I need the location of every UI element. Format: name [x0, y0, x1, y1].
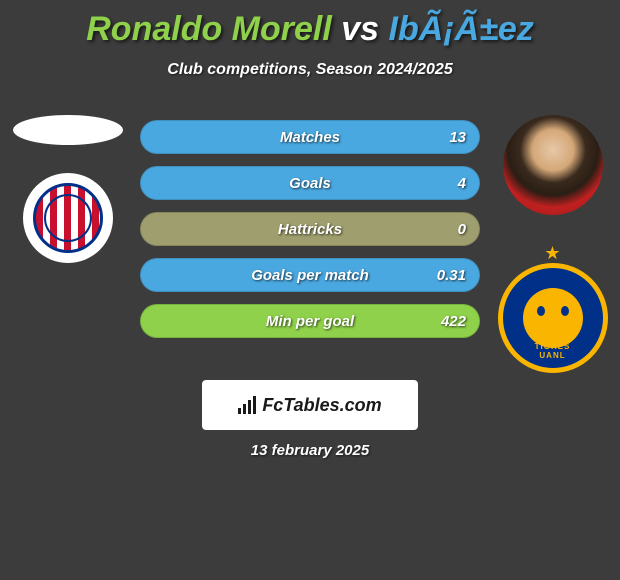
team2-badge-wrap: ★ TIGRES UANL [493, 245, 613, 375]
stat-right-value: 0.31 [437, 267, 466, 284]
subtitle: Club competitions, Season 2024/2025 [0, 61, 620, 79]
team2-badge-label: TIGRES UANL [503, 342, 603, 360]
player2-photo [503, 115, 603, 215]
vs-text: vs [332, 10, 389, 48]
fctables-logo: FcTables.com [202, 380, 418, 430]
stat-label: Goals [289, 175, 331, 192]
stat-right-value: 422 [441, 313, 466, 330]
right-column: ★ TIGRES UANL [490, 115, 615, 375]
comparison-title: Ronaldo Morell vs IbÃ¡Ã±ez [0, 0, 620, 49]
stat-bar: Goals per match 0.31 [140, 258, 480, 292]
player1-photo-placeholder [13, 115, 123, 145]
stat-right-value: 4 [458, 175, 466, 192]
player1-name: Ronaldo Morell [86, 10, 332, 48]
stat-label: Hattricks [278, 221, 342, 238]
stat-label: Goals per match [251, 267, 369, 284]
tigres-face-icon [523, 288, 583, 348]
team2-label-bottom: UANL [539, 351, 565, 360]
stat-label: Min per goal [266, 313, 354, 330]
stat-bars: Matches 13 Goals 4 Hattricks 0 Goals per match… [140, 120, 480, 350]
stat-right-value: 0 [458, 221, 466, 238]
star-icon: ★ [544, 243, 560, 264]
team2-label-top: TIGRES [535, 342, 571, 351]
player2-name: IbÃ¡Ã±ez [389, 10, 534, 48]
date: 13 february 2025 [0, 442, 620, 459]
team2-badge: TIGRES UANL [498, 263, 608, 373]
stat-label: Matches [280, 129, 340, 146]
left-column [5, 115, 130, 263]
team1-badge [23, 173, 113, 263]
stat-bar: Hattricks 0 [140, 212, 480, 246]
stat-bar: Min per goal 422 [140, 304, 480, 338]
stat-bar: Matches 13 [140, 120, 480, 154]
stat-right-value: 13 [449, 129, 466, 146]
chart-icon [238, 396, 256, 414]
logo-text: FcTables.com [262, 395, 381, 416]
stat-bar: Goals 4 [140, 166, 480, 200]
chivas-badge-inner [33, 183, 103, 253]
